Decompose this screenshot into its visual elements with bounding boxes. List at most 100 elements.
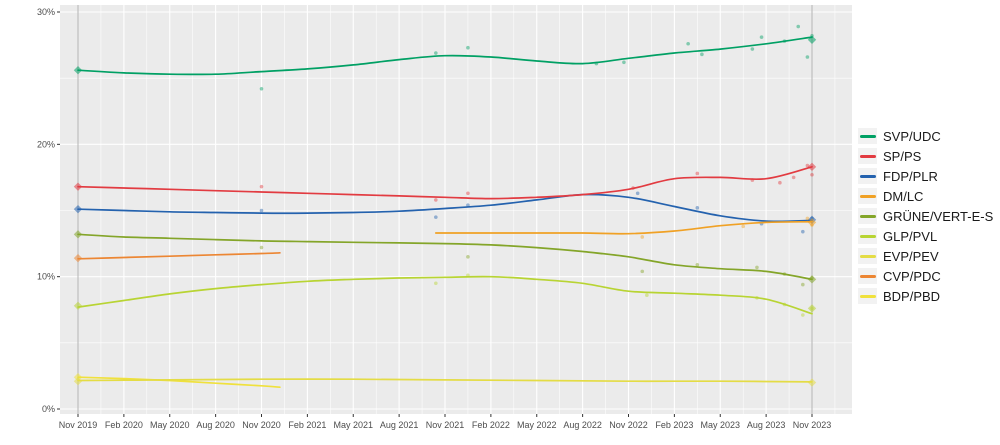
poll-point-dm-lc	[741, 224, 745, 229]
legend-swatch-icon	[859, 234, 876, 238]
legend-item-glp-pvl: GLP/PVL	[858, 226, 993, 246]
legend-swatch-icon	[859, 254, 876, 258]
x-tick-label: Nov 2023	[793, 420, 832, 430]
legend-item-gr-ne-vert-e-s: GRÜNE/VERT-E-S	[858, 206, 993, 226]
x-tick-label: Aug 2022	[563, 420, 602, 430]
series-line-glp-pvl	[77, 275, 813, 315]
election-marker-gr-ne-vert-e-s	[807, 275, 817, 284]
legend: SVP/UDC SP/PS FDP/PLR DM/LC GRÜNE/VERT-E-S GL…	[858, 126, 993, 306]
poll-point-sp-ps	[695, 171, 700, 176]
election-marker-glp-pvl	[807, 304, 817, 313]
poll-point-sp-ps	[259, 184, 264, 189]
poll-point-svp-udc	[686, 41, 690, 46]
x-tick-label: Aug 2021	[380, 420, 419, 430]
election-marker-cvp-pdc	[73, 253, 83, 263]
poll-point-svp-udc	[700, 52, 704, 57]
legend-key-glp-pvl	[858, 228, 877, 244]
poll-point-sp-ps	[434, 198, 438, 202]
poll-point-glp-pvl	[645, 293, 649, 297]
x-tick-label: May 2022	[517, 420, 557, 430]
legend-item-fdp-plr: FDP/PLR	[858, 166, 993, 186]
legend-item-cvp-pdc: CVP/PDC	[858, 266, 993, 286]
poll-point-svp-udc	[759, 35, 764, 39]
poll-point-svp-udc	[434, 51, 438, 55]
y-tick-label: 0%	[42, 404, 55, 414]
poll-point-sp-ps	[466, 191, 470, 196]
election-marker-gr-ne-vert-e-s	[73, 230, 83, 239]
legend-label: FDP/PLR	[883, 168, 938, 184]
legend-label: CVP/PDC	[883, 268, 941, 284]
series-line-cvp-pdc	[77, 251, 281, 260]
legend-label: SP/PS	[883, 148, 922, 164]
election-marker-svp-udc	[73, 66, 83, 75]
legend-key-sp-ps	[858, 148, 877, 164]
election-marker-evp-pev	[807, 378, 817, 387]
series-line-dm-lc	[434, 220, 813, 235]
legend-key-fdp-plr	[858, 168, 877, 184]
series-line-evp-pev	[77, 378, 813, 383]
election-marker-fdp-plr	[73, 204, 83, 214]
poll-point-glp-pvl	[801, 313, 805, 317]
legend-key-svp-udc	[858, 128, 877, 144]
legend-label: DM/LC	[883, 188, 924, 204]
series-line-bdp-pbd	[77, 376, 281, 389]
poll-point-fdp-plr	[434, 215, 438, 219]
legend-item-sp-ps: SP/PS	[858, 146, 993, 166]
x-tick-label: Feb 2021	[288, 420, 326, 430]
poll-point-sp-ps	[810, 172, 814, 177]
poll-point-svp-udc	[750, 47, 755, 51]
election-marker-sp-ps	[73, 182, 83, 191]
legend-swatch-icon	[859, 134, 876, 138]
panel-background	[60, 5, 852, 414]
legend-swatch-icon	[859, 294, 876, 298]
x-tick-label: Nov 2021	[426, 420, 465, 430]
poll-point-gr-ne-vert-e-s	[801, 282, 805, 287]
legend-item-svp-udc: SVP/UDC	[858, 126, 993, 146]
poll-point-gr-ne-vert-e-s	[640, 269, 645, 274]
poll-point-fdp-plr	[801, 229, 805, 234]
poll-point-sp-ps	[778, 180, 782, 185]
poll-point-dm-lc	[805, 216, 810, 221]
poll-point-svp-udc	[466, 45, 470, 50]
x-tick-label: May 2020	[150, 420, 190, 430]
election-marker-evp-pev	[73, 377, 83, 386]
poll-point-svp-udc	[796, 24, 801, 29]
x-tick-label: Nov 2022	[609, 420, 648, 430]
poll-point-svp-udc	[259, 86, 264, 91]
series-line-svp-udc	[77, 36, 813, 76]
legend-key-dm-lc	[858, 188, 877, 204]
legend-swatch-icon	[859, 194, 876, 198]
y-tick-label: 10%	[37, 272, 55, 282]
legend-label: GRÜNE/VERT-E-S	[883, 208, 994, 224]
series-line-fdp-plr	[77, 193, 813, 223]
poll-point-gr-ne-vert-e-s	[259, 245, 264, 250]
legend-swatch-icon	[859, 174, 876, 178]
election-marker-svp-udc	[807, 35, 817, 44]
x-tick-label: May 2021	[333, 420, 373, 430]
legend-swatch-icon	[859, 154, 876, 158]
poll-point-fdp-plr	[635, 191, 640, 196]
x-tick-label: Nov 2020	[242, 420, 281, 430]
legend-label: EVP/PEV	[883, 248, 939, 264]
poll-point-glp-pvl	[434, 281, 438, 286]
legend-item-dm-lc: DM/LC	[858, 186, 993, 206]
x-tick-label: Feb 2022	[472, 420, 510, 430]
x-tick-label: May 2023	[700, 420, 740, 430]
poll-point-gr-ne-vert-e-s	[695, 262, 700, 267]
legend-label: SVP/UDC	[883, 128, 941, 144]
legend-key-gr-ne-vert-e-s	[858, 208, 877, 224]
poll-point-svp-udc	[622, 60, 626, 65]
legend-key-cvp-pdc	[858, 268, 877, 284]
poll-point-sp-ps	[791, 175, 796, 180]
poll-point-gr-ne-vert-e-s	[466, 255, 470, 259]
legend-swatch-icon	[859, 274, 876, 278]
election-marker-glp-pvl	[73, 301, 83, 310]
series-line-sp-ps	[77, 165, 813, 200]
x-tick-label: Feb 2023	[655, 420, 693, 430]
election-marker-sp-ps	[807, 162, 817, 172]
poll-point-fdp-plr	[695, 206, 700, 210]
legend-item-evp-pev: EVP/PEV	[858, 246, 993, 266]
poll-point-svp-udc	[805, 55, 810, 59]
